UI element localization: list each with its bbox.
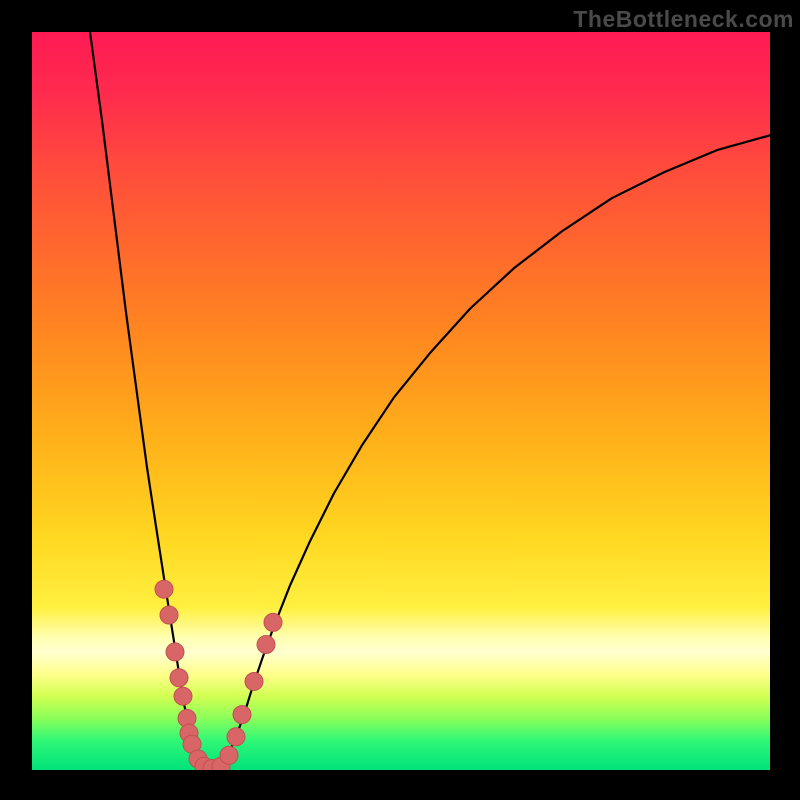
chart-container: TheBottleneck.com	[0, 0, 800, 800]
bottleneck-curve	[90, 32, 770, 769]
watermark-text: TheBottleneck.com	[573, 6, 794, 33]
data-marker	[257, 636, 275, 654]
data-marker	[155, 580, 173, 598]
data-marker	[245, 672, 263, 690]
marker-group	[155, 580, 282, 770]
data-marker	[264, 613, 282, 631]
data-marker	[233, 706, 251, 724]
data-marker	[166, 643, 184, 661]
data-marker	[227, 728, 245, 746]
data-marker	[174, 687, 192, 705]
data-marker	[160, 606, 178, 624]
data-marker	[220, 746, 238, 764]
chart-area	[32, 32, 770, 770]
curve-layer	[32, 32, 770, 770]
data-marker	[170, 669, 188, 687]
